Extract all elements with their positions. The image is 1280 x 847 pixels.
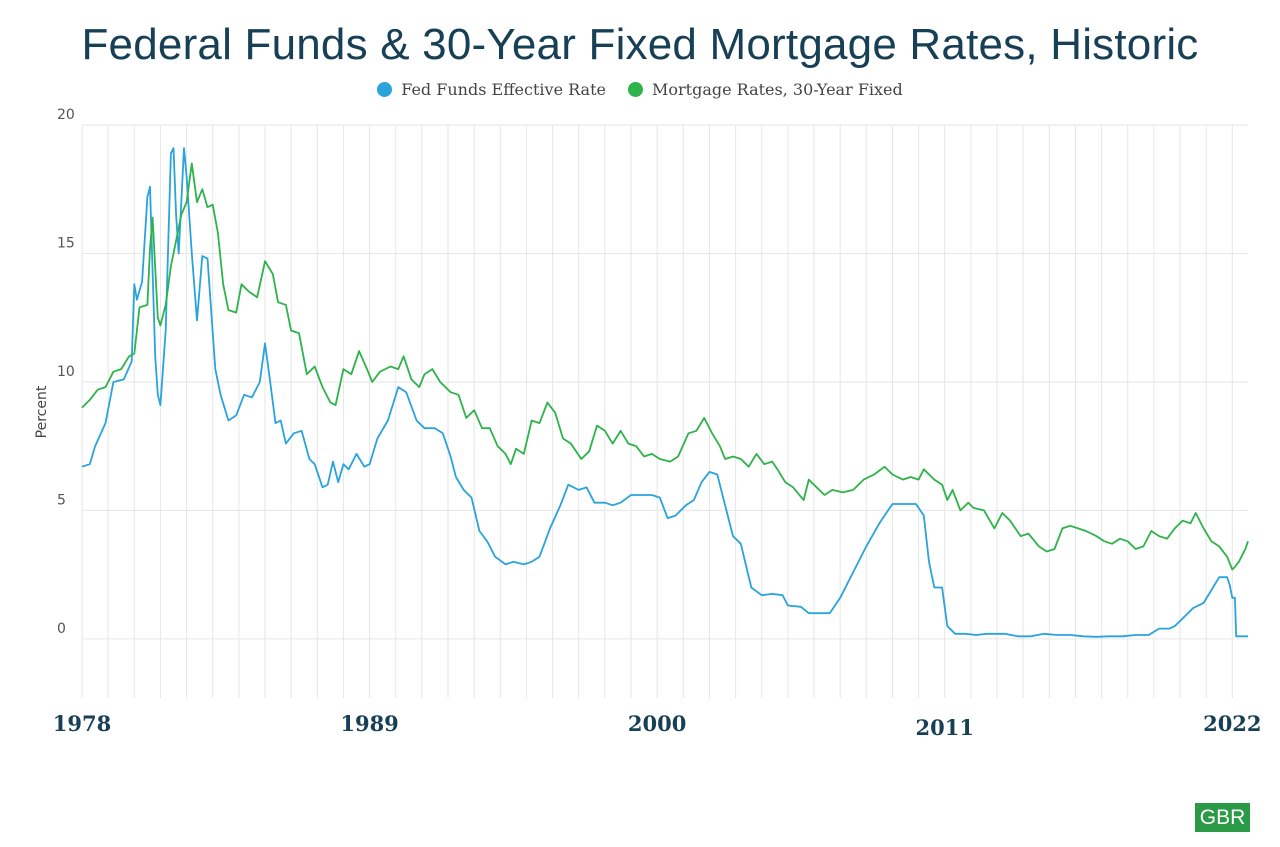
legend-label-fed-funds: Fed Funds Effective Rate — [401, 80, 606, 99]
y-tick-label: 15 — [57, 235, 75, 251]
legend-item-fed-funds[interactable]: Fed Funds Effective Rate — [377, 80, 606, 99]
gbr-logo-badge: GBR — [1195, 803, 1250, 832]
y-tick-label: 0 — [57, 621, 66, 637]
mortgage-rate-line[interactable] — [81, 162, 1249, 571]
legend-item-mortgage[interactable]: Mortgage Rates, 30-Year Fixed — [627, 80, 903, 99]
x-tick-label: 2000 — [628, 711, 686, 736]
x-tick-label: 1989 — [340, 711, 398, 736]
y-axis-label: Percent — [34, 385, 50, 438]
legend: Fed Funds Effective Rate Mortgage Rates,… — [0, 80, 1280, 99]
legend-marker-fed-funds — [377, 82, 393, 97]
legend-marker-mortgage — [627, 82, 643, 97]
fed-funds-rate-line[interactable] — [81, 147, 1248, 638]
legend-label-mortgage: Mortgage Rates, 30-Year Fixed — [651, 80, 903, 99]
y-tick-label: 10 — [57, 364, 75, 380]
chart-title: Federal Funds & 30-Year Fixed Mortgage R… — [81, 20, 1199, 69]
x-tick-label: 2011 — [916, 715, 974, 740]
x-tick-label: 1978 — [53, 711, 111, 736]
y-tick-label: 20 — [57, 107, 75, 123]
x-tick-label: 2022 — [1203, 711, 1261, 736]
y-tick-label: 5 — [57, 492, 66, 508]
